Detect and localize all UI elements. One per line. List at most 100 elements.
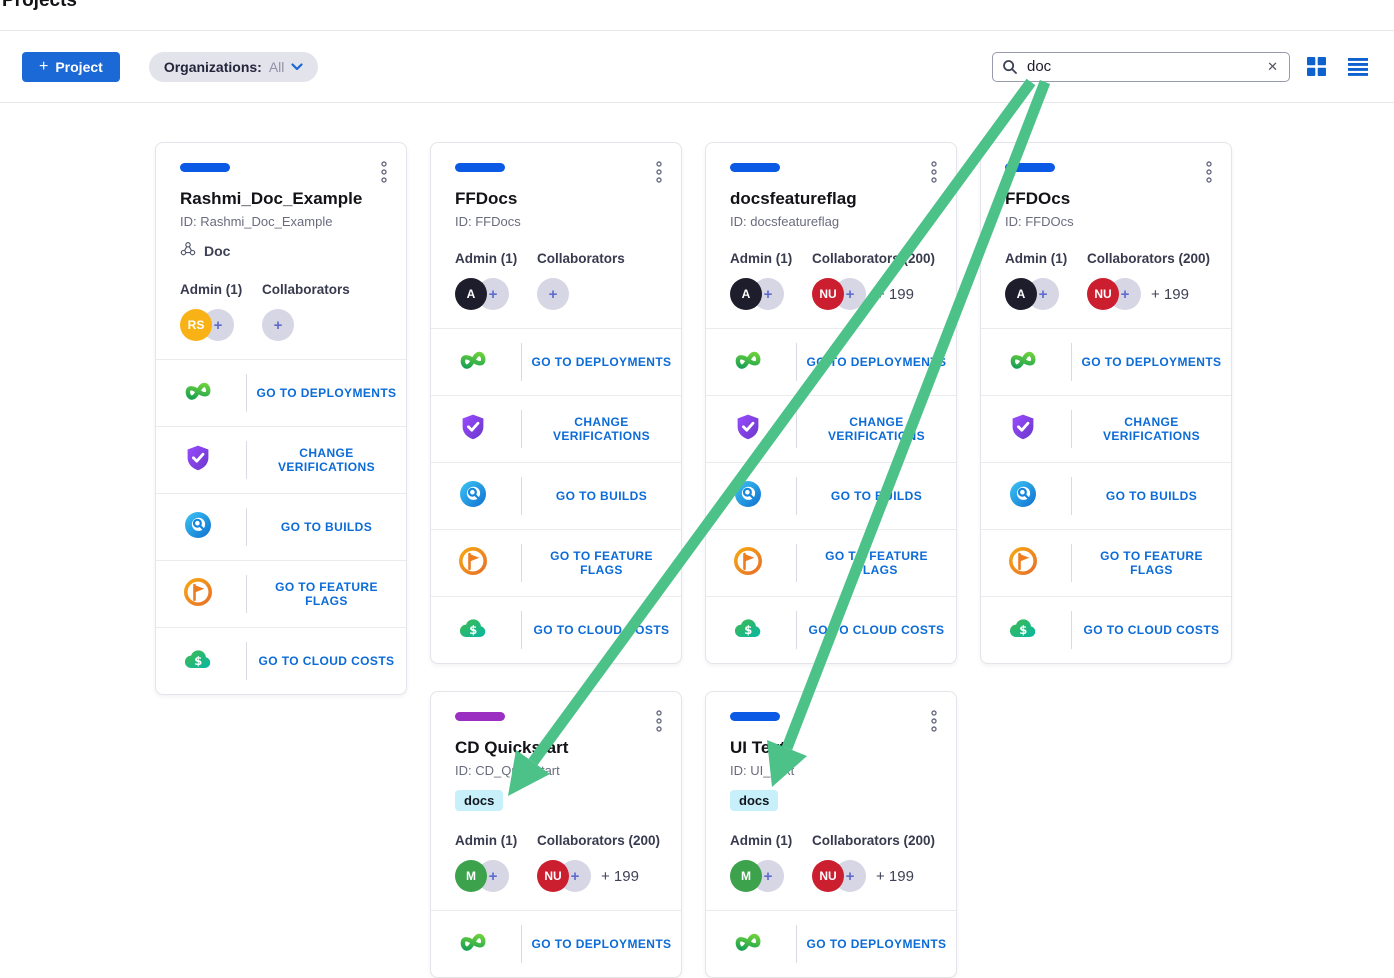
clear-search-button[interactable]: ✕ — [1267, 58, 1278, 74]
action-divider — [521, 611, 522, 649]
project-org-label: Doc — [204, 242, 231, 259]
action-divider — [1071, 477, 1072, 515]
kebab-menu-icon — [930, 710, 938, 735]
action-go-to-deployments[interactable]: GO TO DEPLOYMENTS — [706, 910, 956, 977]
project-card[interactable]: UI Text ID: UI_Text docs Admin (1) M + Collabo… — [705, 691, 957, 978]
search-input[interactable] — [1025, 57, 1259, 76]
collaborators-section: Collaborators (200) NU + + 199 — [812, 833, 935, 892]
card-column: FFDOcs ID: FFDOcs Admin (1) A + Collaborators… — [980, 142, 1232, 664]
builds-icon-cell — [156, 509, 240, 546]
action-change-verifications[interactable]: CHANGE VERIFICATIONS — [981, 395, 1231, 462]
action-go-to-feature-flags[interactable]: GO TO FEATURE FLAGS — [981, 529, 1231, 596]
action-link-label: CHANGE VERIFICATIONS — [553, 415, 650, 443]
action-go-to-builds[interactable]: GO TO BUILDS — [981, 462, 1231, 529]
card-menu-button[interactable] — [928, 708, 940, 737]
builds-icon — [732, 478, 764, 515]
project-card[interactable]: docsfeatureflag ID: docsfeatureflag Admin … — [705, 142, 957, 664]
list-view-toggle[interactable] — [1344, 54, 1372, 80]
action-change-verifications[interactable]: CHANGE VERIFICATIONS — [156, 426, 406, 493]
action-change-verifications[interactable]: CHANGE VERIFICATIONS — [431, 395, 681, 462]
project-card[interactable]: CD Quickstart ID: CD_Quickstart docs Admin … — [430, 691, 682, 978]
collaborators-count-label: Collaborators (200) — [812, 251, 936, 266]
action-divider — [1071, 611, 1072, 649]
action-go-to-feature-flags[interactable]: GO TO FEATURE FLAGS — [431, 529, 681, 596]
action-go-to-deployments[interactable]: GO TO DEPLOYMENTS — [431, 910, 681, 977]
card-actions: GO TO DEPLOYMENTS — [706, 910, 956, 977]
builds-icon-cell — [981, 478, 1065, 515]
cloud-costs-icon: $ — [1007, 612, 1039, 649]
action-link-label: GO TO DEPLOYMENTS — [806, 355, 947, 369]
new-project-button[interactable]: + Project — [22, 51, 120, 82]
action-go-to-cloud-costs[interactable]: $ GO TO CLOUD COSTS — [156, 627, 406, 694]
avatar: RS — [180, 309, 212, 341]
project-title: CD Quickstart — [455, 738, 569, 757]
deployments-icon — [457, 344, 489, 381]
action-go-to-builds[interactable]: GO TO BUILDS — [706, 462, 956, 529]
action-divider — [246, 575, 247, 613]
card-menu-button[interactable] — [653, 708, 665, 737]
deployments-icon-cell — [431, 926, 515, 963]
collaborators-section: Collaborators (200) NU + + 199 — [812, 251, 935, 310]
admin-count-label: Admin (1) — [455, 833, 518, 848]
organizations-filter-dropdown[interactable]: Organizations: All — [148, 51, 319, 82]
action-divider — [1071, 343, 1072, 381]
collaborators-overflow-count: + 199 — [876, 867, 914, 885]
avatar: NU — [812, 278, 844, 310]
kebab-menu-icon — [655, 710, 663, 735]
project-card-header: FFDOcs ID: FFDOcs Admin (1) A + Collaborators… — [981, 143, 1231, 328]
card-menu-button[interactable] — [1203, 159, 1215, 188]
action-link-label: GO TO DEPLOYMENTS — [806, 937, 947, 951]
feature-flags-icon — [732, 545, 764, 582]
project-tag[interactable]: docs — [730, 790, 779, 811]
project-card[interactable]: FFDOcs ID: FFDOcs Admin (1) A + Collaborators… — [980, 142, 1232, 664]
action-go-to-deployments[interactable]: GO TO DEPLOYMENTS — [706, 328, 956, 395]
action-link-label: CHANGE VERIFICATIONS — [828, 415, 925, 443]
admin-section: Admin (1) A + — [1005, 251, 1087, 310]
project-card[interactable]: Rashmi_Doc_Example ID: Rashmi_Doc_Example… — [155, 142, 407, 695]
action-divider — [521, 343, 522, 381]
action-link-label: GO TO BUILDS — [555, 489, 648, 503]
collaborator-avatars: NU + + 199 — [1087, 278, 1210, 310]
deployments-icon-cell — [706, 926, 790, 963]
project-roles: Admin (1) A + Collaborators + — [455, 251, 657, 310]
action-go-to-builds[interactable]: GO TO BUILDS — [156, 493, 406, 560]
project-cards-grid: Rashmi_Doc_Example ID: Rashmi_Doc_Example… — [155, 142, 1394, 978]
card-actions: GO TO DEPLOYMENTS CHANGE VERIFICATIONS GO … — [431, 328, 681, 663]
action-change-verifications[interactable]: CHANGE VERIFICATIONS — [706, 395, 956, 462]
grid-view-toggle[interactable] — [1303, 53, 1330, 80]
action-go-to-cloud-costs[interactable]: $ GO TO CLOUD COSTS — [431, 596, 681, 663]
action-go-to-cloud-costs[interactable]: $ GO TO CLOUD COSTS — [981, 596, 1231, 663]
cloud-costs-icon-cell: $ — [156, 643, 240, 680]
collaborators-count-label: Collaborators (200) — [812, 833, 936, 848]
admin-count-label: Admin (1) — [1005, 251, 1068, 266]
avatar: NU — [1087, 278, 1119, 310]
card-column: Rashmi_Doc_Example ID: Rashmi_Doc_Example… — [155, 142, 407, 695]
collaborators-section: Collaborators (200) NU + + 199 — [1087, 251, 1210, 310]
verifications-icon — [457, 411, 489, 448]
search-box[interactable]: ✕ — [992, 51, 1290, 82]
action-go-to-deployments[interactable]: GO TO DEPLOYMENTS — [156, 359, 406, 426]
project-card-header: FFDocs ID: FFDocs Admin (1) A + Collaborators… — [431, 143, 681, 328]
action-go-to-deployments[interactable]: GO TO DEPLOYMENTS — [981, 328, 1231, 395]
add-collaborator-button[interactable]: + — [262, 309, 294, 341]
avatar: A — [730, 278, 762, 310]
action-divider — [246, 508, 247, 546]
action-go-to-deployments[interactable]: GO TO DEPLOYMENTS — [431, 328, 681, 395]
verifications-icon-cell — [706, 411, 790, 448]
card-menu-button[interactable] — [378, 159, 390, 188]
admin-avatars: A + — [730, 278, 812, 310]
card-menu-button[interactable] — [928, 159, 940, 188]
action-go-to-feature-flags[interactable]: GO TO FEATURE FLAGS — [156, 560, 406, 627]
action-link-label: CHANGE VERIFICATIONS — [278, 446, 375, 474]
card-menu-button[interactable] — [653, 159, 665, 188]
project-card[interactable]: FFDocs ID: FFDocs Admin (1) A + Collaborators… — [430, 142, 682, 664]
action-divider — [521, 410, 522, 448]
action-go-to-builds[interactable]: GO TO BUILDS — [431, 462, 681, 529]
project-tag[interactable]: docs — [455, 790, 504, 811]
cloud-costs-icon-cell: $ — [706, 612, 790, 649]
action-go-to-feature-flags[interactable]: GO TO FEATURE FLAGS — [706, 529, 956, 596]
action-go-to-cloud-costs[interactable]: $ GO TO CLOUD COSTS — [706, 596, 956, 663]
project-title: Rashmi_Doc_Example — [180, 189, 363, 208]
project-color-bar — [180, 163, 230, 172]
add-collaborator-button[interactable]: + — [537, 278, 569, 310]
